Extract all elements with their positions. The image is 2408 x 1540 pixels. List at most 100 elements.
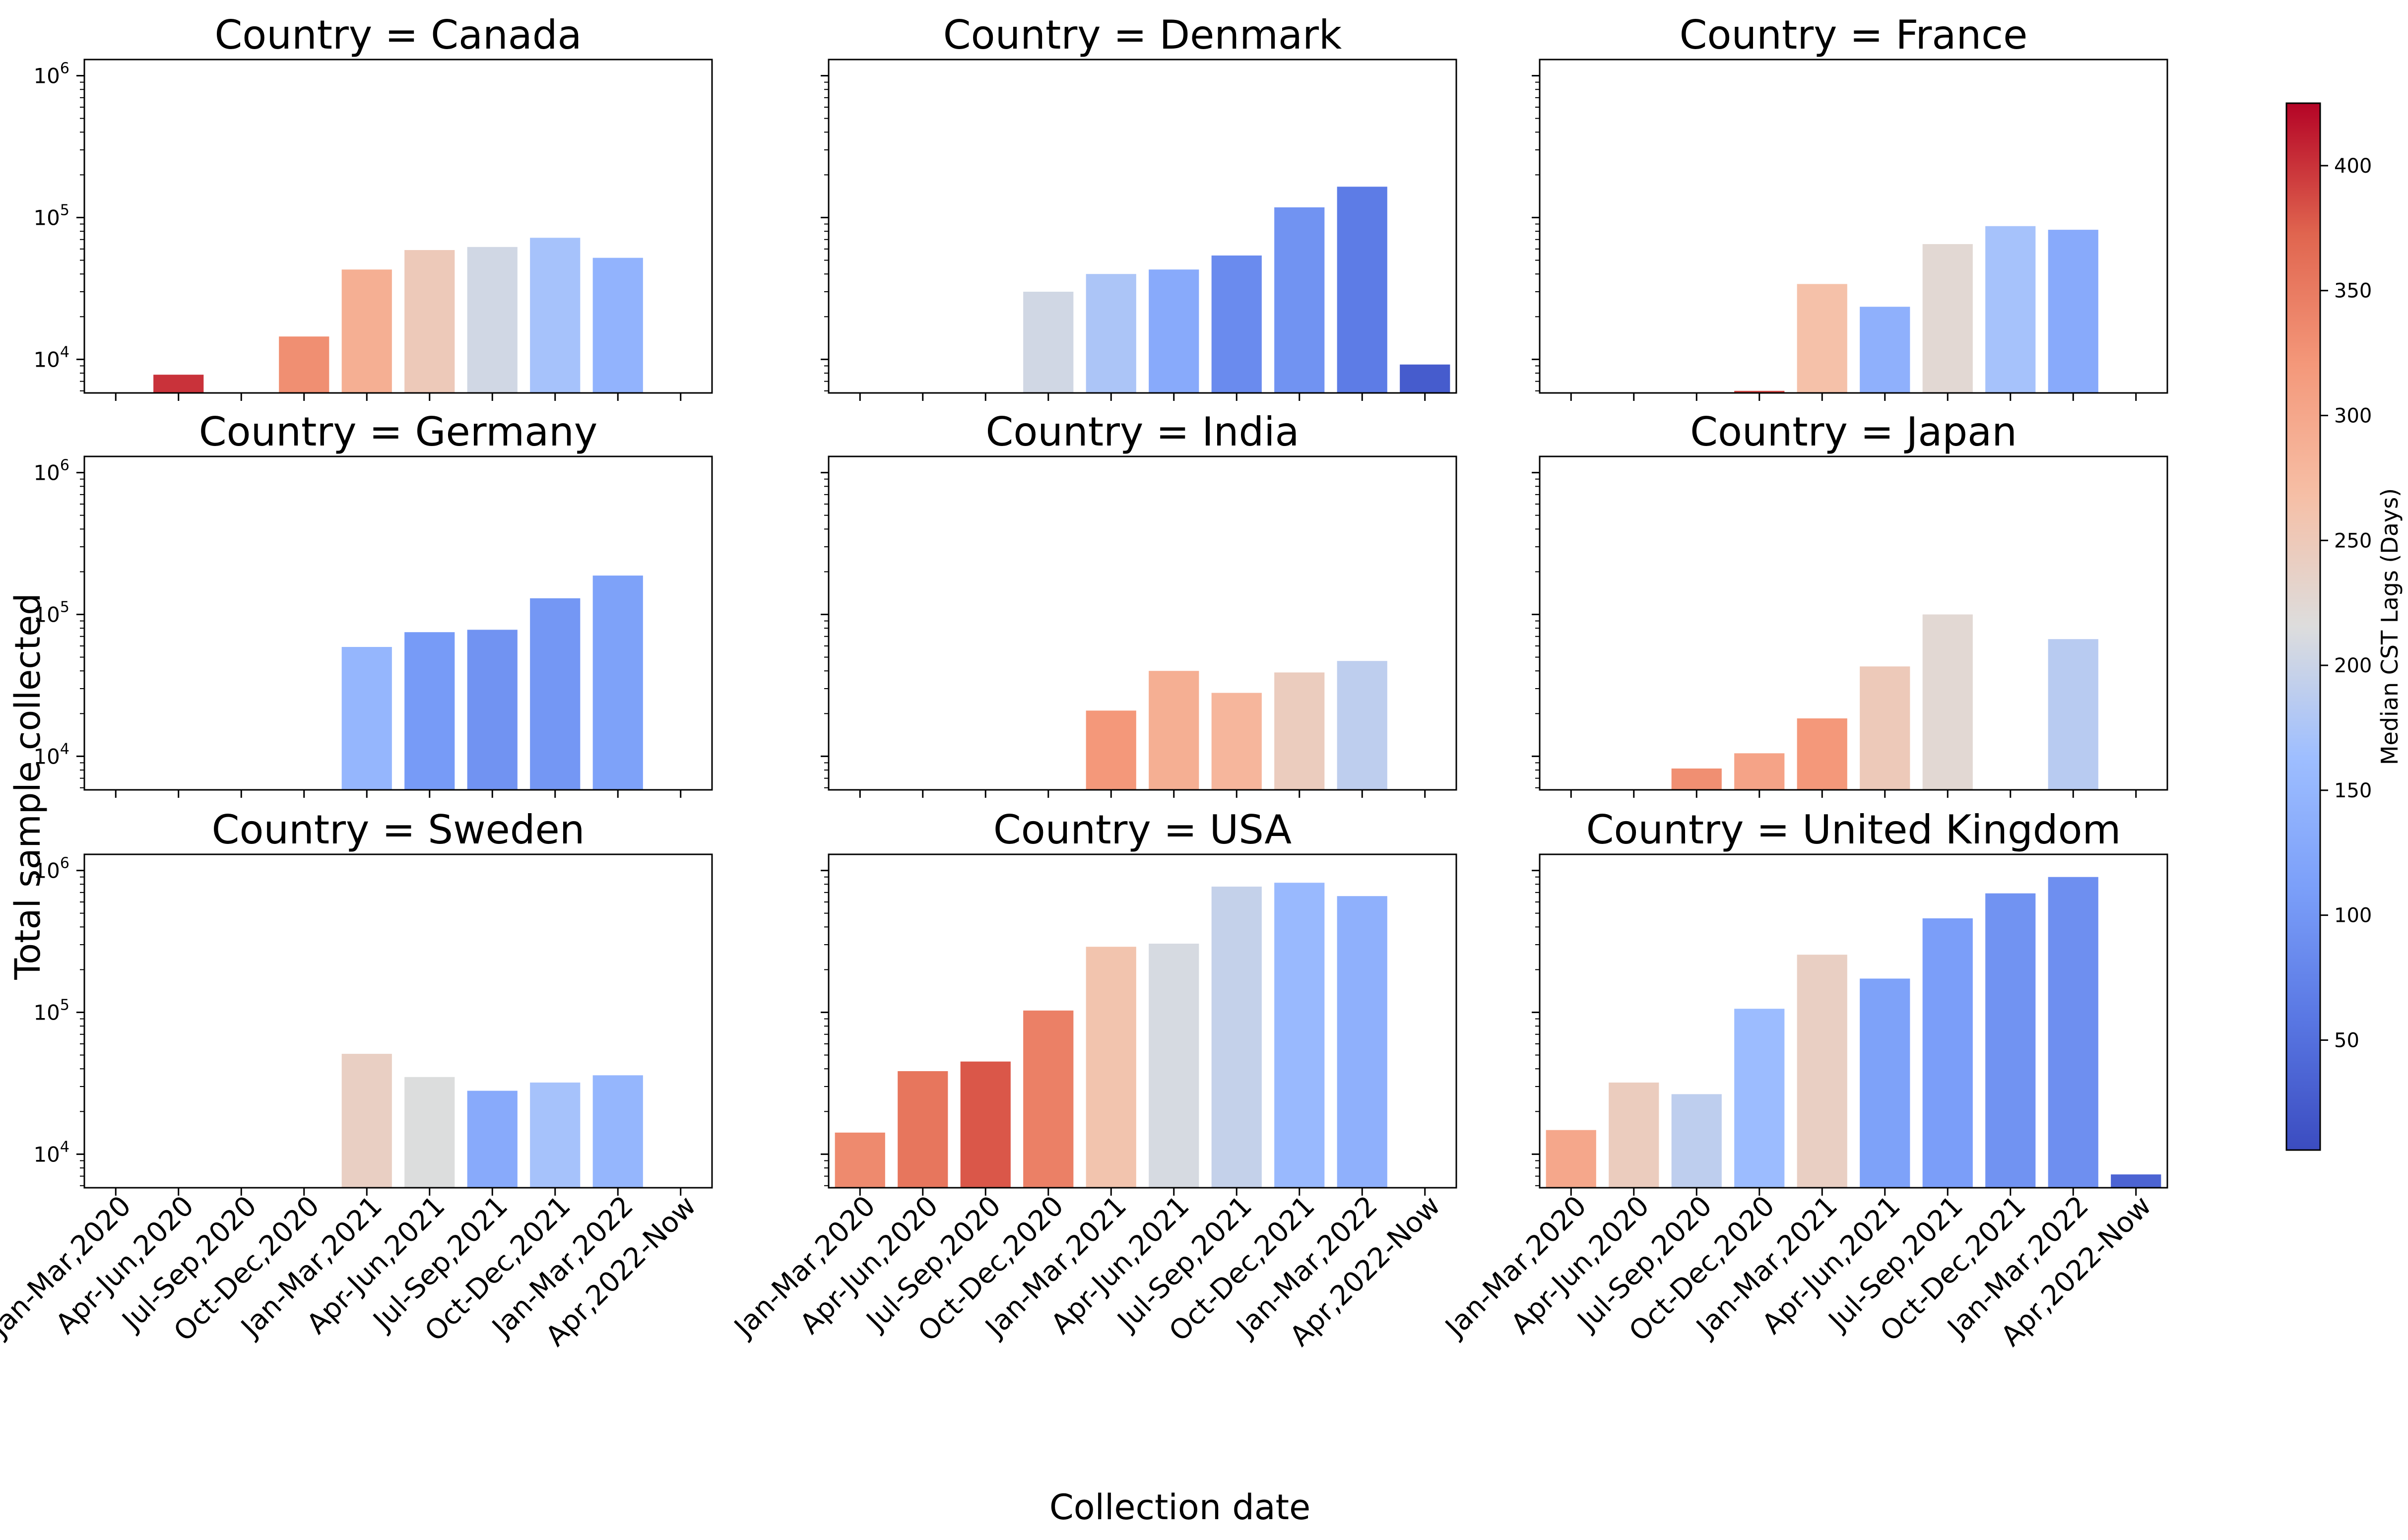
bar (1985, 226, 2036, 393)
panel-title: Country = Germany (199, 409, 597, 455)
bar (592, 257, 643, 393)
bar (1211, 693, 1262, 790)
bar (1211, 255, 1262, 393)
figure-x-axis-label: Collection date (1049, 1487, 1310, 1528)
colorbar-gradient (2285, 102, 2321, 1151)
colorbar: 50 100 150 200 250 300 350 400 Median CST Lags … (2285, 102, 2403, 1151)
bar (960, 1061, 1011, 1188)
colorbar-tick-label: 250 (2334, 529, 2372, 552)
bar (530, 598, 581, 790)
panel-title: Country = USA (993, 807, 1292, 853)
bar (898, 1071, 948, 1188)
bar (1400, 364, 1450, 393)
bar (1797, 718, 1847, 790)
bar (592, 576, 643, 790)
bar (1860, 978, 1910, 1188)
bar (1337, 896, 1387, 1188)
plot-frame (828, 853, 1457, 1189)
y-tick-label: 105 (33, 996, 69, 1025)
figure-y-axis-label: Total sample collected (7, 593, 48, 980)
bar (2048, 639, 2098, 790)
bar (530, 238, 581, 393)
y-tick-label: 105 (33, 598, 69, 627)
panel: Country = Canada 104 105 106 (33, 12, 713, 401)
facet-panels: Country = Canada 104 105 106 Country = Denma… (0, 12, 2168, 1352)
bar (153, 375, 204, 393)
bar (1985, 893, 2036, 1188)
bar (1922, 244, 1973, 393)
bar (1274, 883, 1325, 1188)
y-tick-label: 106 (33, 457, 69, 485)
bar (1734, 753, 1785, 790)
y-tick-label: 106 (33, 60, 69, 88)
bar (1086, 274, 1136, 393)
colorbar-label: Median CST Lags (Days) (2376, 488, 2403, 765)
bar (1149, 944, 1199, 1188)
colorbar-tick-label: 350 (2334, 280, 2372, 303)
plot-frame (1539, 455, 2168, 791)
bar (1546, 1130, 1596, 1188)
bar (1274, 207, 1325, 393)
bar (341, 646, 392, 790)
bar (1023, 291, 1074, 393)
colorbar-tick-label: 100 (2334, 904, 2372, 927)
panel-title: Country = Sweden (212, 807, 585, 853)
plot-frame (828, 59, 1457, 394)
y-tick-label: 104 (33, 343, 69, 372)
bar (1922, 918, 1973, 1188)
plot-frame (83, 455, 713, 791)
bar (404, 632, 455, 790)
bar (530, 1082, 581, 1188)
bar (2111, 1174, 2161, 1188)
bar (1734, 390, 1785, 393)
panel: Country = India (821, 409, 1457, 798)
panel: Country = Denmark (821, 12, 1457, 401)
bar (1086, 947, 1136, 1188)
colorbar-ticks: 50 100 150 200 250 300 350 400 (2320, 155, 2372, 1052)
panel-title: Country = Denmark (943, 12, 1342, 58)
plot-frame (1539, 853, 2168, 1189)
y-tick-label: 104 (33, 1138, 69, 1166)
panel: Country = Sweden104105106Jan-Mar,2020Apr… (0, 807, 713, 1352)
bar (1149, 269, 1199, 393)
bar (1023, 1010, 1074, 1188)
bar (1922, 614, 1973, 790)
panel-title: Country = United Kingdom (1586, 807, 2121, 853)
plot-frame (83, 59, 713, 394)
bar (1337, 187, 1387, 393)
bar (1609, 1082, 1659, 1188)
bar (467, 630, 518, 790)
panel: Country = United KingdomJan-Mar,2020Apr-… (1438, 807, 2168, 1352)
bar (1860, 666, 1910, 790)
bar (1086, 710, 1136, 790)
colorbar-tick-label: 150 (2334, 779, 2372, 802)
bar (467, 247, 518, 393)
bar (1149, 671, 1199, 790)
panel: Country = France (1532, 12, 2168, 401)
colorbar-tick-label: 400 (2334, 155, 2372, 178)
plot-frame (1539, 59, 2168, 394)
y-tick-label: 105 (33, 201, 69, 230)
bar (404, 1077, 455, 1188)
bar (279, 336, 329, 393)
bar (1671, 769, 1722, 790)
plot-frame (83, 853, 713, 1189)
bar (1274, 672, 1325, 790)
bar (592, 1075, 643, 1188)
bar (341, 269, 392, 393)
colorbar-tick-label: 200 (2334, 654, 2372, 677)
bar (1797, 284, 1847, 393)
bar (2048, 877, 2098, 1188)
bar (1211, 887, 1262, 1188)
panel: Country = USAJan-Mar,2020Apr-Jun,2020Jul… (727, 807, 1457, 1352)
panel-title: Country = Canada (214, 12, 582, 58)
bar (341, 1054, 392, 1188)
bar (404, 250, 455, 393)
bar (1734, 1009, 1785, 1188)
bar (1797, 955, 1847, 1188)
bar (1860, 307, 1910, 393)
bar (1671, 1094, 1722, 1188)
panel-title: Country = India (985, 409, 1299, 455)
